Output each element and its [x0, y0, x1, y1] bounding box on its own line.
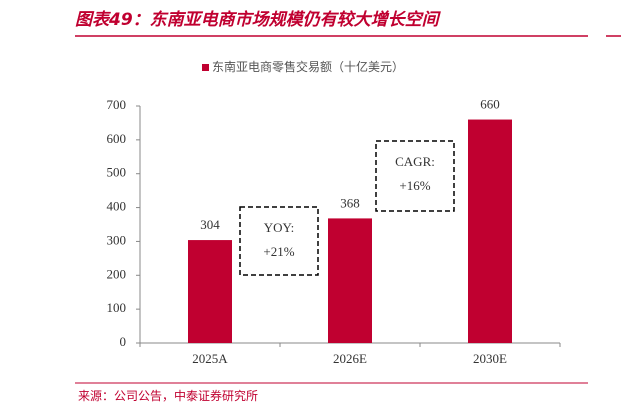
- y-tick-label: 300: [107, 232, 127, 247]
- legend-label: 东南亚电商零售交易额（十亿美元）: [212, 59, 404, 74]
- x-tick-label: 2025A: [192, 351, 228, 366]
- y-tick-label: 0: [120, 334, 127, 349]
- y-tick-label: 700: [107, 97, 127, 112]
- source: 来源：公司公告，中泰证券研究所: [78, 388, 258, 403]
- annotation-text: CAGR:: [395, 154, 435, 169]
- annotation-box: [239, 206, 319, 276]
- y-tick-label: 100: [107, 300, 127, 315]
- y-tick-label: 500: [107, 165, 127, 180]
- legend-swatch: [202, 64, 209, 71]
- annotation-box: [375, 140, 455, 212]
- x-tick-label: 2026E: [333, 351, 367, 366]
- bar: [328, 218, 372, 343]
- y-tick-label: 600: [107, 131, 127, 146]
- data-label: 660: [480, 97, 500, 112]
- data-label: 368: [340, 195, 360, 210]
- annotation-text: YOY:: [264, 220, 295, 235]
- annotation-text: +16%: [399, 178, 430, 193]
- x-tick-label: 2030E: [473, 351, 507, 366]
- y-tick-label: 400: [107, 199, 127, 214]
- bar: [188, 240, 232, 343]
- y-tick-label: 200: [107, 266, 127, 281]
- annotation-text: +21%: [263, 244, 294, 259]
- data-label: 304: [200, 217, 220, 232]
- bar: [468, 119, 512, 344]
- chart-title: 图表49：东南亚电商市场规模仍有较大增长空间: [75, 10, 442, 30]
